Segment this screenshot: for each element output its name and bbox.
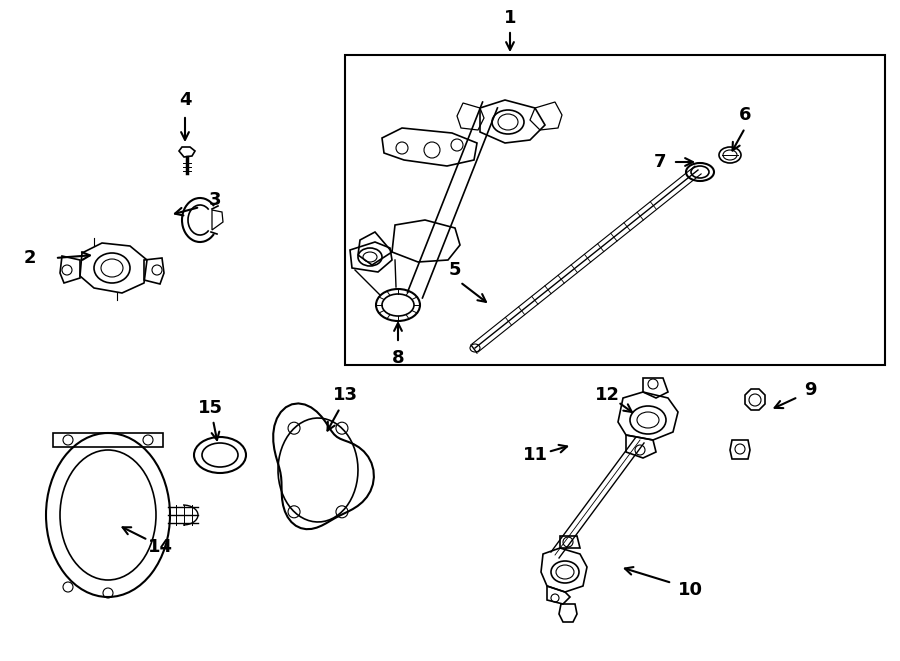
Text: 3: 3 — [209, 191, 221, 209]
Text: 4: 4 — [179, 91, 191, 109]
Text: 1: 1 — [504, 9, 517, 27]
Text: 8: 8 — [392, 349, 404, 367]
Text: 2: 2 — [23, 249, 36, 267]
Text: 13: 13 — [332, 386, 357, 404]
Text: 9: 9 — [804, 381, 816, 399]
Text: 14: 14 — [148, 538, 173, 556]
Text: 5: 5 — [449, 261, 461, 279]
Text: 7: 7 — [653, 153, 666, 171]
Text: 11: 11 — [523, 446, 547, 464]
Text: 10: 10 — [678, 581, 703, 599]
Text: 6: 6 — [739, 106, 752, 124]
Text: 15: 15 — [197, 399, 222, 417]
Text: 12: 12 — [595, 386, 619, 404]
